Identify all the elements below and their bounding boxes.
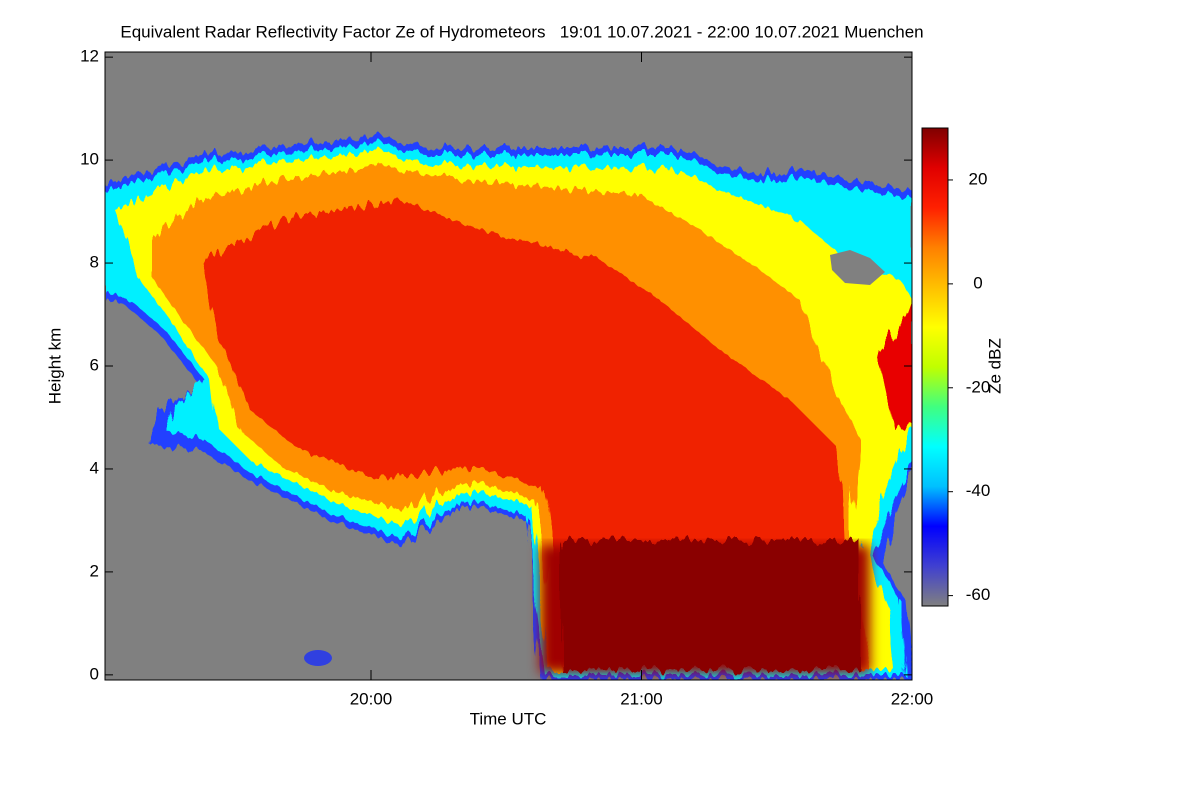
echo-field — [105, 135, 912, 680]
colorbar-label: Ze dBZ — [985, 338, 1004, 394]
colorbar — [921, 127, 949, 607]
y-tick-label: 12 — [80, 47, 99, 66]
colorbar-tick-label: -60 — [966, 585, 991, 604]
x-tick-label: 21:00 — [620, 689, 663, 708]
x-tick-label: 20:00 — [350, 689, 393, 708]
axes: 0 2 4 6 8 10 12 20:00 21:00 22:00 — [80, 47, 933, 709]
y-axis-label: Height km — [45, 328, 64, 405]
colorbar-tick-label: 0 — [973, 273, 982, 292]
y-tick-label: 2 — [90, 561, 99, 580]
chart-title: Equivalent Radar Reflectivity Factor Ze … — [120, 22, 923, 41]
y-tick-label: 8 — [90, 253, 99, 272]
colorbar-tick-label: 20 — [969, 169, 988, 188]
y-tick-label: 10 — [80, 150, 99, 169]
colorbar-tick-label: -20 — [966, 377, 991, 396]
colorbar-tick-label: -40 — [966, 481, 991, 500]
x-axis-label: Time UTC — [470, 709, 547, 728]
x-tick-label: 22:00 — [891, 689, 934, 708]
y-tick-label: 6 — [90, 355, 99, 374]
y-tick-label: 0 — [90, 664, 99, 683]
y-tick-label: 4 — [90, 458, 99, 477]
